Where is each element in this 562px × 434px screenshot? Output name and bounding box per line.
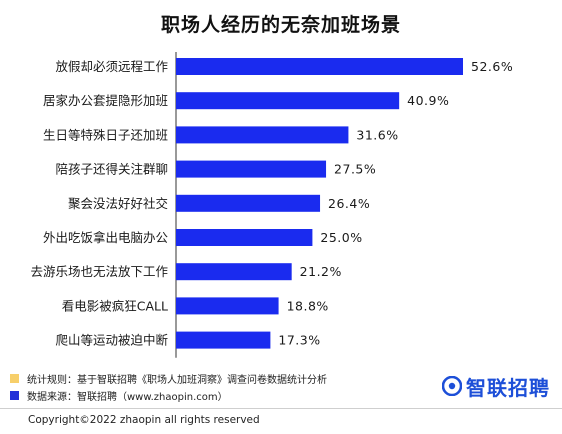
bars-group: 放假却必须远程工作 52.6% 居家办公套提隐形加班 40.9% 生日等特殊日子还加班 3… [30, 58, 513, 349]
category-label: 爬山等运动被迫中断 [55, 333, 168, 348]
chart-notes: 统计规则：基于智联招聘《职场人加班洞察》调查问卷数据统计分析 数据来源：智联招聘… [10, 370, 327, 404]
category-label: 聚会没法好好社交 [68, 196, 168, 211]
bar [176, 297, 279, 315]
note-bullet-square [10, 374, 19, 383]
value-label: 25.0% [320, 230, 362, 245]
footer-divider [0, 408, 562, 409]
copyright-text: Copyright©2022 zhaopin all rights reserv… [28, 414, 260, 426]
category-label: 看电影被疯狂CALL [62, 298, 168, 313]
zhaopin-logo-icon [442, 376, 462, 396]
note-bullet-square [10, 391, 19, 400]
bar [176, 229, 313, 246]
bar [176, 58, 463, 75]
category-label: 放假却必须远程工作 [55, 59, 168, 74]
brand-logo: 智联招聘 [442, 370, 550, 402]
value-label: 31.6% [356, 127, 398, 142]
note-source-text: 数据来源：智联招聘（www.zhaopin.com） [27, 392, 228, 403]
category-label: 居家办公套提隐形加班 [43, 93, 168, 108]
category-label: 生日等特殊日子还加班 [43, 127, 168, 142]
category-label: 去游乐场也无法放下工作 [30, 264, 168, 279]
bar [176, 194, 321, 212]
bar [176, 331, 271, 349]
category-label: 外出吃饭拿出电脑办公 [43, 230, 169, 245]
bar [176, 160, 327, 178]
category-label: 陪孩子还得关注群聊 [55, 162, 168, 177]
value-label: 17.3% [278, 333, 320, 348]
value-label: 21.2% [300, 264, 342, 279]
note-row-rule: 统计规则：基于智联招聘《职场人加班洞察》调查问卷数据统计分析 [10, 370, 327, 387]
brand-logo-text: 智联招聘 [466, 375, 550, 400]
value-label: 52.6% [471, 59, 513, 74]
note-rule-text: 统计规则：基于智联招聘《职场人加班洞察》调查问卷数据统计分析 [27, 375, 327, 386]
value-label: 27.5% [334, 162, 376, 177]
bar [176, 92, 400, 110]
value-label: 26.4% [328, 196, 370, 211]
value-label: 18.8% [287, 298, 329, 313]
bar [176, 263, 292, 281]
bar [176, 126, 349, 144]
note-row-source: 数据来源：智联招聘（www.zhaopin.com） [10, 387, 327, 404]
chart-title: 职场人经历的无奈加班场景 [160, 14, 401, 36]
value-label: 40.9% [407, 93, 449, 108]
